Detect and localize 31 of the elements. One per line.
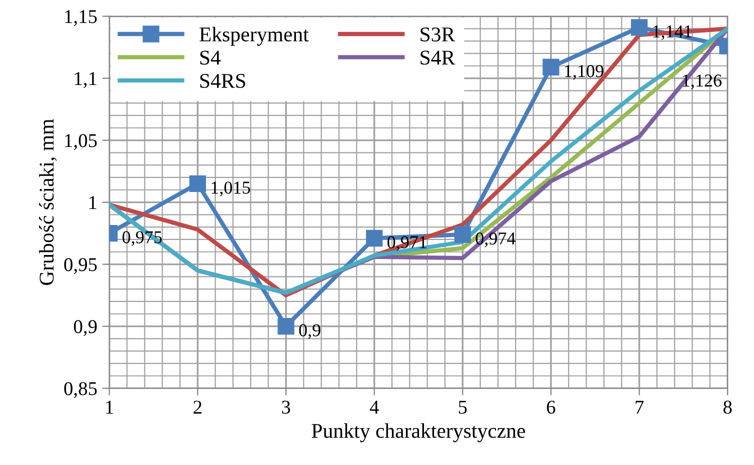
legend-label: S4R <box>420 50 456 65</box>
x-tick-label: 2 <box>194 400 202 414</box>
x-tick-label: 5 <box>458 400 467 414</box>
data-label: 1,015 <box>212 182 250 196</box>
x-axis-title: Punkty charakterystyczne <box>312 423 526 442</box>
legend-label: S4 <box>200 50 221 65</box>
data-label: 0,9 <box>299 324 320 339</box>
x-tick-label: 1 <box>106 400 114 414</box>
legend-label: Eksperyment <box>200 26 309 46</box>
x-tick-label: 6 <box>546 400 556 414</box>
y-tick-label: 1,05 <box>65 134 97 150</box>
y-tick-label: 1,1 <box>74 72 96 88</box>
point <box>278 318 294 335</box>
y-tick-label: 0,95 <box>64 258 97 274</box>
x-tick-label: 7 <box>636 400 644 414</box>
point <box>366 230 383 247</box>
point <box>454 226 471 243</box>
x-tick-label: 8 <box>723 400 732 414</box>
point <box>542 58 560 76</box>
point <box>189 175 206 192</box>
legend-label: S4RS <box>200 74 246 88</box>
x-tick-label: 4 <box>370 400 379 414</box>
legend-label: S3R <box>420 27 456 42</box>
data-label: 1,109 <box>565 65 604 80</box>
y-tick-label: 0,85 <box>64 382 97 398</box>
point <box>630 19 648 36</box>
x-tick-label: 3 <box>282 400 290 414</box>
y-tick-label: 1 <box>90 196 96 210</box>
y-tick-label: 1,15 <box>65 10 97 26</box>
y-axis-title: Grubość ściaki, mm <box>39 118 57 286</box>
y-tick-label: 0,9 <box>74 320 97 336</box>
